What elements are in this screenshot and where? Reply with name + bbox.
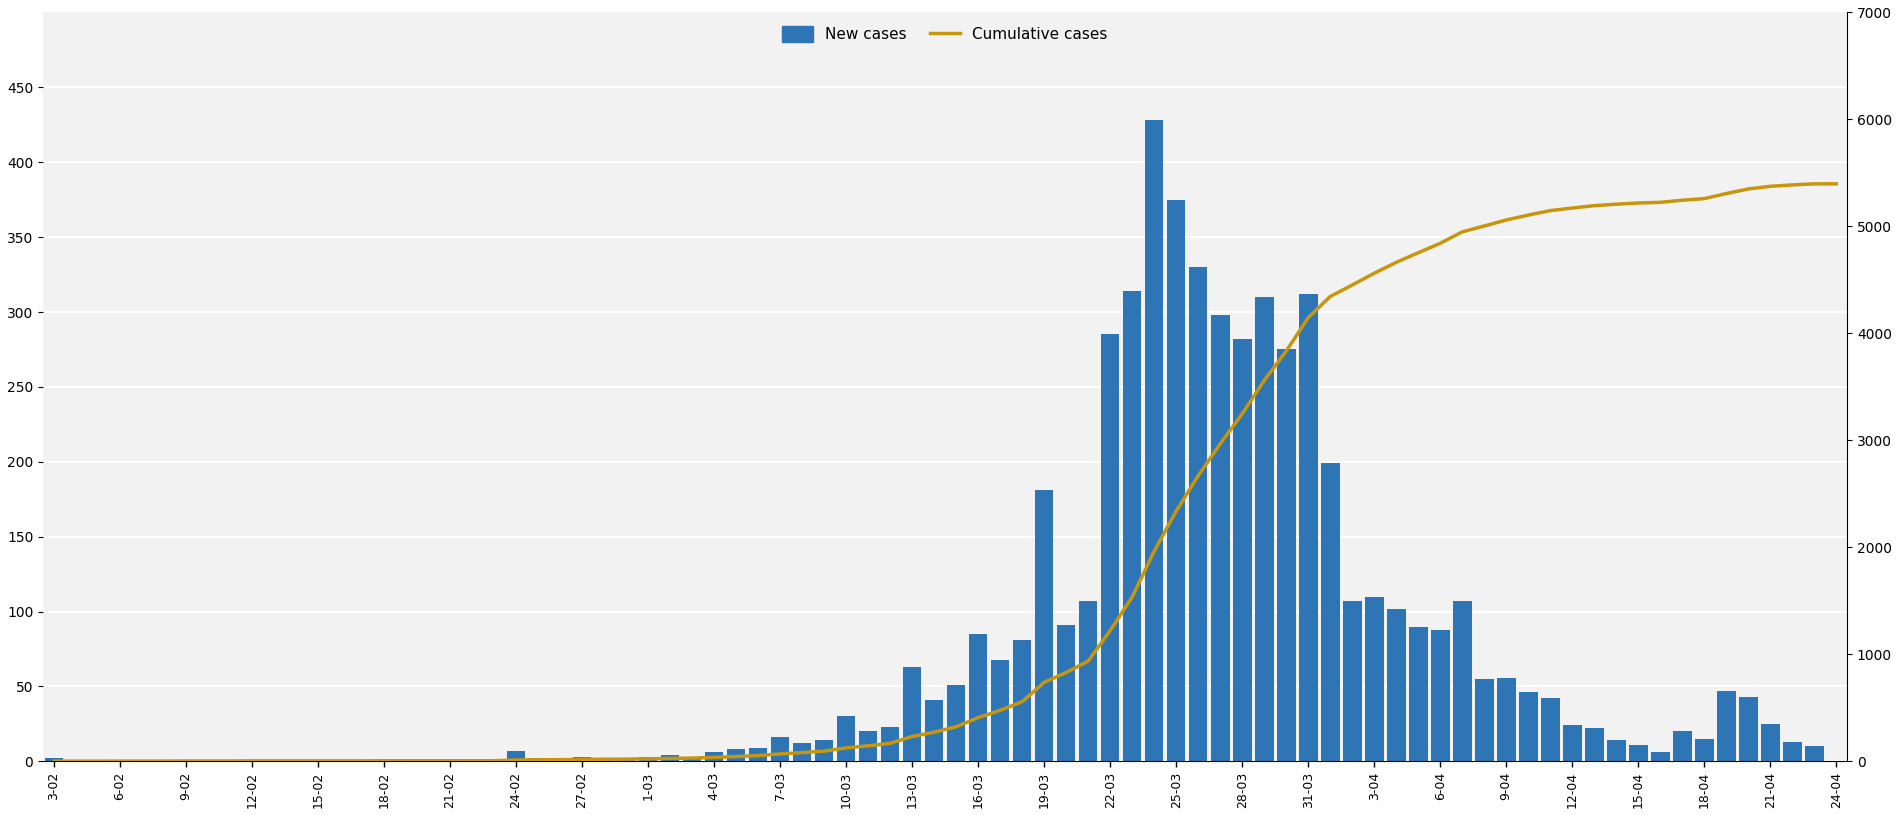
Bar [528, 759, 547, 761]
Bar [1188, 267, 1207, 761]
Bar [1562, 725, 1581, 761]
Bar [1693, 739, 1712, 761]
Bar [1101, 334, 1120, 761]
Bar [947, 685, 964, 761]
Bar [968, 634, 987, 761]
Bar [924, 700, 943, 761]
Bar [748, 748, 767, 761]
Legend: New cases, Cumulative cases: New cases, Cumulative cases [776, 20, 1114, 48]
Bar [1782, 742, 1801, 761]
Bar [1539, 698, 1558, 761]
Bar [791, 743, 810, 761]
Bar [1496, 677, 1515, 761]
Bar [507, 751, 526, 761]
Bar [177, 760, 195, 761]
Bar [550, 760, 569, 761]
Bar [1012, 640, 1031, 761]
Bar [594, 760, 613, 761]
Bar [837, 716, 854, 761]
Bar [1585, 729, 1602, 761]
Bar [1078, 601, 1097, 761]
Bar [1165, 200, 1184, 761]
Bar [573, 757, 590, 761]
Bar [881, 727, 900, 761]
Bar [1518, 693, 1537, 761]
Bar [638, 757, 657, 761]
Bar [1144, 121, 1163, 761]
Bar [1321, 463, 1338, 761]
Bar [902, 667, 921, 761]
Bar [1342, 601, 1361, 761]
Bar [1672, 731, 1691, 761]
Bar [1232, 339, 1251, 761]
Bar [1055, 625, 1074, 761]
Bar [1122, 291, 1141, 761]
Bar [1628, 745, 1647, 761]
Bar [1211, 315, 1228, 761]
Bar [661, 756, 679, 761]
Bar [991, 659, 1010, 761]
Bar [1386, 609, 1405, 761]
Bar [704, 752, 723, 761]
Bar [374, 760, 393, 761]
Bar [617, 760, 636, 761]
Bar [1298, 294, 1317, 761]
Bar [46, 759, 63, 761]
Bar [1429, 629, 1448, 761]
Bar [1275, 350, 1294, 761]
Bar [814, 740, 833, 761]
Bar [1716, 691, 1735, 761]
Bar [1606, 740, 1625, 761]
Bar [1365, 597, 1384, 761]
Bar [683, 757, 700, 761]
Bar [1475, 679, 1492, 761]
Bar [1759, 724, 1778, 761]
Bar [1649, 752, 1668, 761]
Bar [1739, 697, 1758, 761]
Bar [1034, 491, 1053, 761]
Bar [243, 760, 262, 761]
Bar [771, 738, 790, 761]
Bar [727, 750, 746, 761]
Bar [1803, 747, 1822, 761]
Bar [110, 760, 129, 761]
Bar [1255, 297, 1274, 761]
Bar [1452, 601, 1471, 761]
Bar [858, 731, 877, 761]
Bar [1408, 627, 1427, 761]
